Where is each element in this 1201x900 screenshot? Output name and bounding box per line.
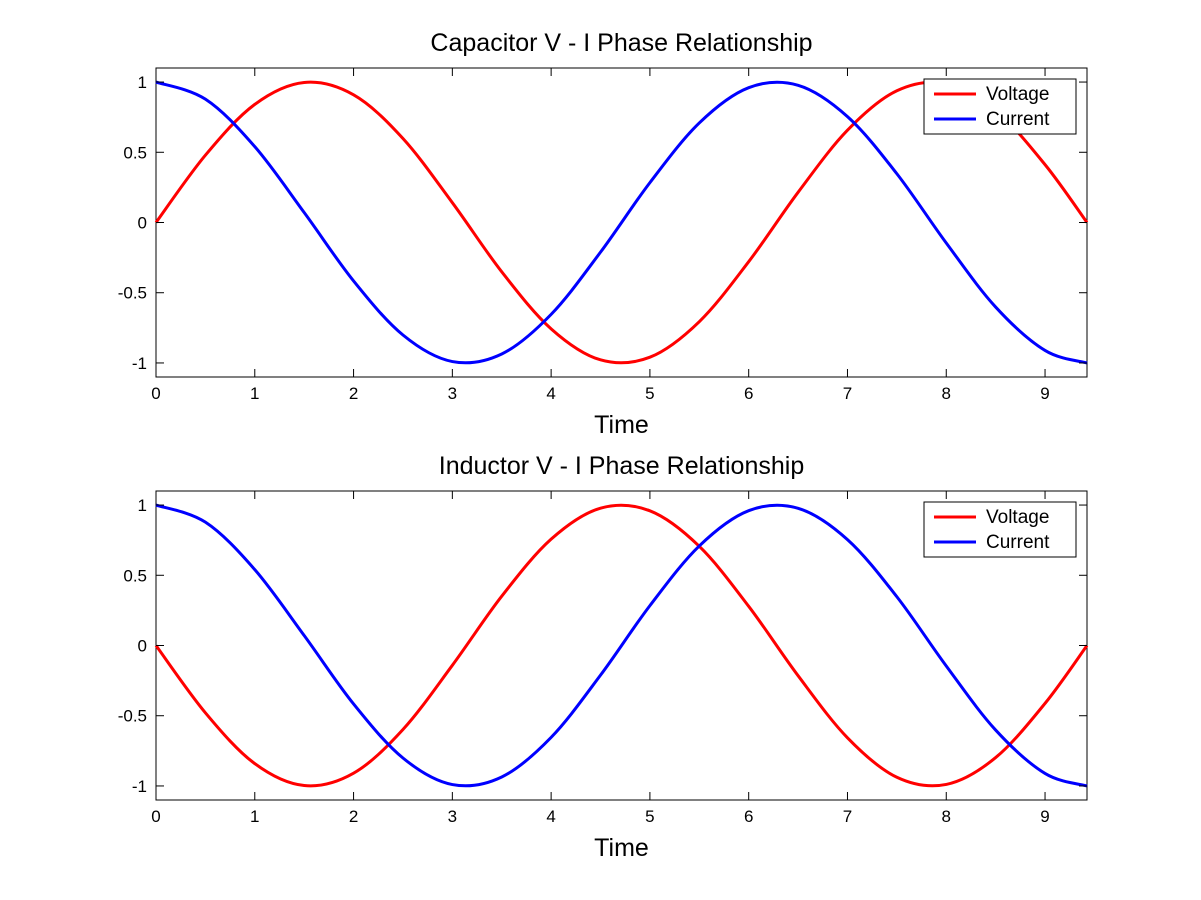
y-tick-label: -0.5 <box>118 707 147 726</box>
y-tick-label: 1 <box>138 496 147 515</box>
y-tick-label: 1 <box>138 73 147 92</box>
legend: Voltage Current <box>923 501 1077 558</box>
series-line-current <box>155 503 1088 788</box>
x-tick-label: 4 <box>546 807 555 826</box>
series-line-current <box>155 80 1088 365</box>
subplot-1: 0 1 2 3 4 5 6 7 8 9 -1 -0.5 0 0.5 1 Capacitor V - I Pha… <box>118 29 1089 439</box>
x-tick-label: 1 <box>250 384 259 403</box>
y-tick-label: 0.5 <box>123 143 147 162</box>
x-tick-label: 8 <box>942 807 951 826</box>
x-tick-label: 5 <box>645 807 654 826</box>
legend-label-current: Current <box>986 109 1050 130</box>
y-tick-label: 0 <box>138 637 147 656</box>
legend-label-voltage: Voltage <box>986 84 1049 105</box>
x-tick-label: 7 <box>843 807 852 826</box>
y-tick-label: -1 <box>132 354 147 373</box>
x-tick-label: 1 <box>250 807 259 826</box>
legend-box <box>923 501 1077 558</box>
legend-label-current: Current <box>986 532 1050 553</box>
legend-label-voltage: Voltage <box>986 507 1049 528</box>
chart-title: Capacitor V - I Phase Relationship <box>430 29 812 57</box>
x-axis-label: Time <box>594 834 649 862</box>
x-tick-label: 5 <box>645 384 654 403</box>
x-tick-label: 9 <box>1040 384 1049 403</box>
y-tick-label: -0.5 <box>118 284 147 303</box>
x-tick-label: 9 <box>1040 807 1049 826</box>
x-tick-label: 6 <box>744 384 753 403</box>
x-tick-label: 2 <box>349 384 358 403</box>
x-tick-label: 7 <box>843 384 852 403</box>
x-tick-label: 2 <box>349 807 358 826</box>
series-line-voltage <box>154 503 1089 788</box>
y-tick-label: 0.5 <box>123 566 147 585</box>
chart-title: Inductor V - I Phase Relationship <box>439 452 804 480</box>
x-axis-label: Time <box>594 411 649 439</box>
legend: Voltage Current <box>923 78 1077 135</box>
x-tick-label: 0 <box>151 384 160 403</box>
subplot-2: 0 1 2 3 4 5 6 7 8 9 -1 -0.5 0 0.5 1 Inductor V - I Phas… <box>118 452 1089 862</box>
x-tick-label: 3 <box>448 384 457 403</box>
y-tick-label: 0 <box>138 214 147 233</box>
x-tick-label: 4 <box>546 384 555 403</box>
x-tick-label: 0 <box>151 807 160 826</box>
x-tick-label: 6 <box>744 807 753 826</box>
y-tick-label: -1 <box>132 777 147 796</box>
x-tick-label: 8 <box>942 384 951 403</box>
x-tick-label: 3 <box>448 807 457 826</box>
legend-box <box>923 78 1077 135</box>
